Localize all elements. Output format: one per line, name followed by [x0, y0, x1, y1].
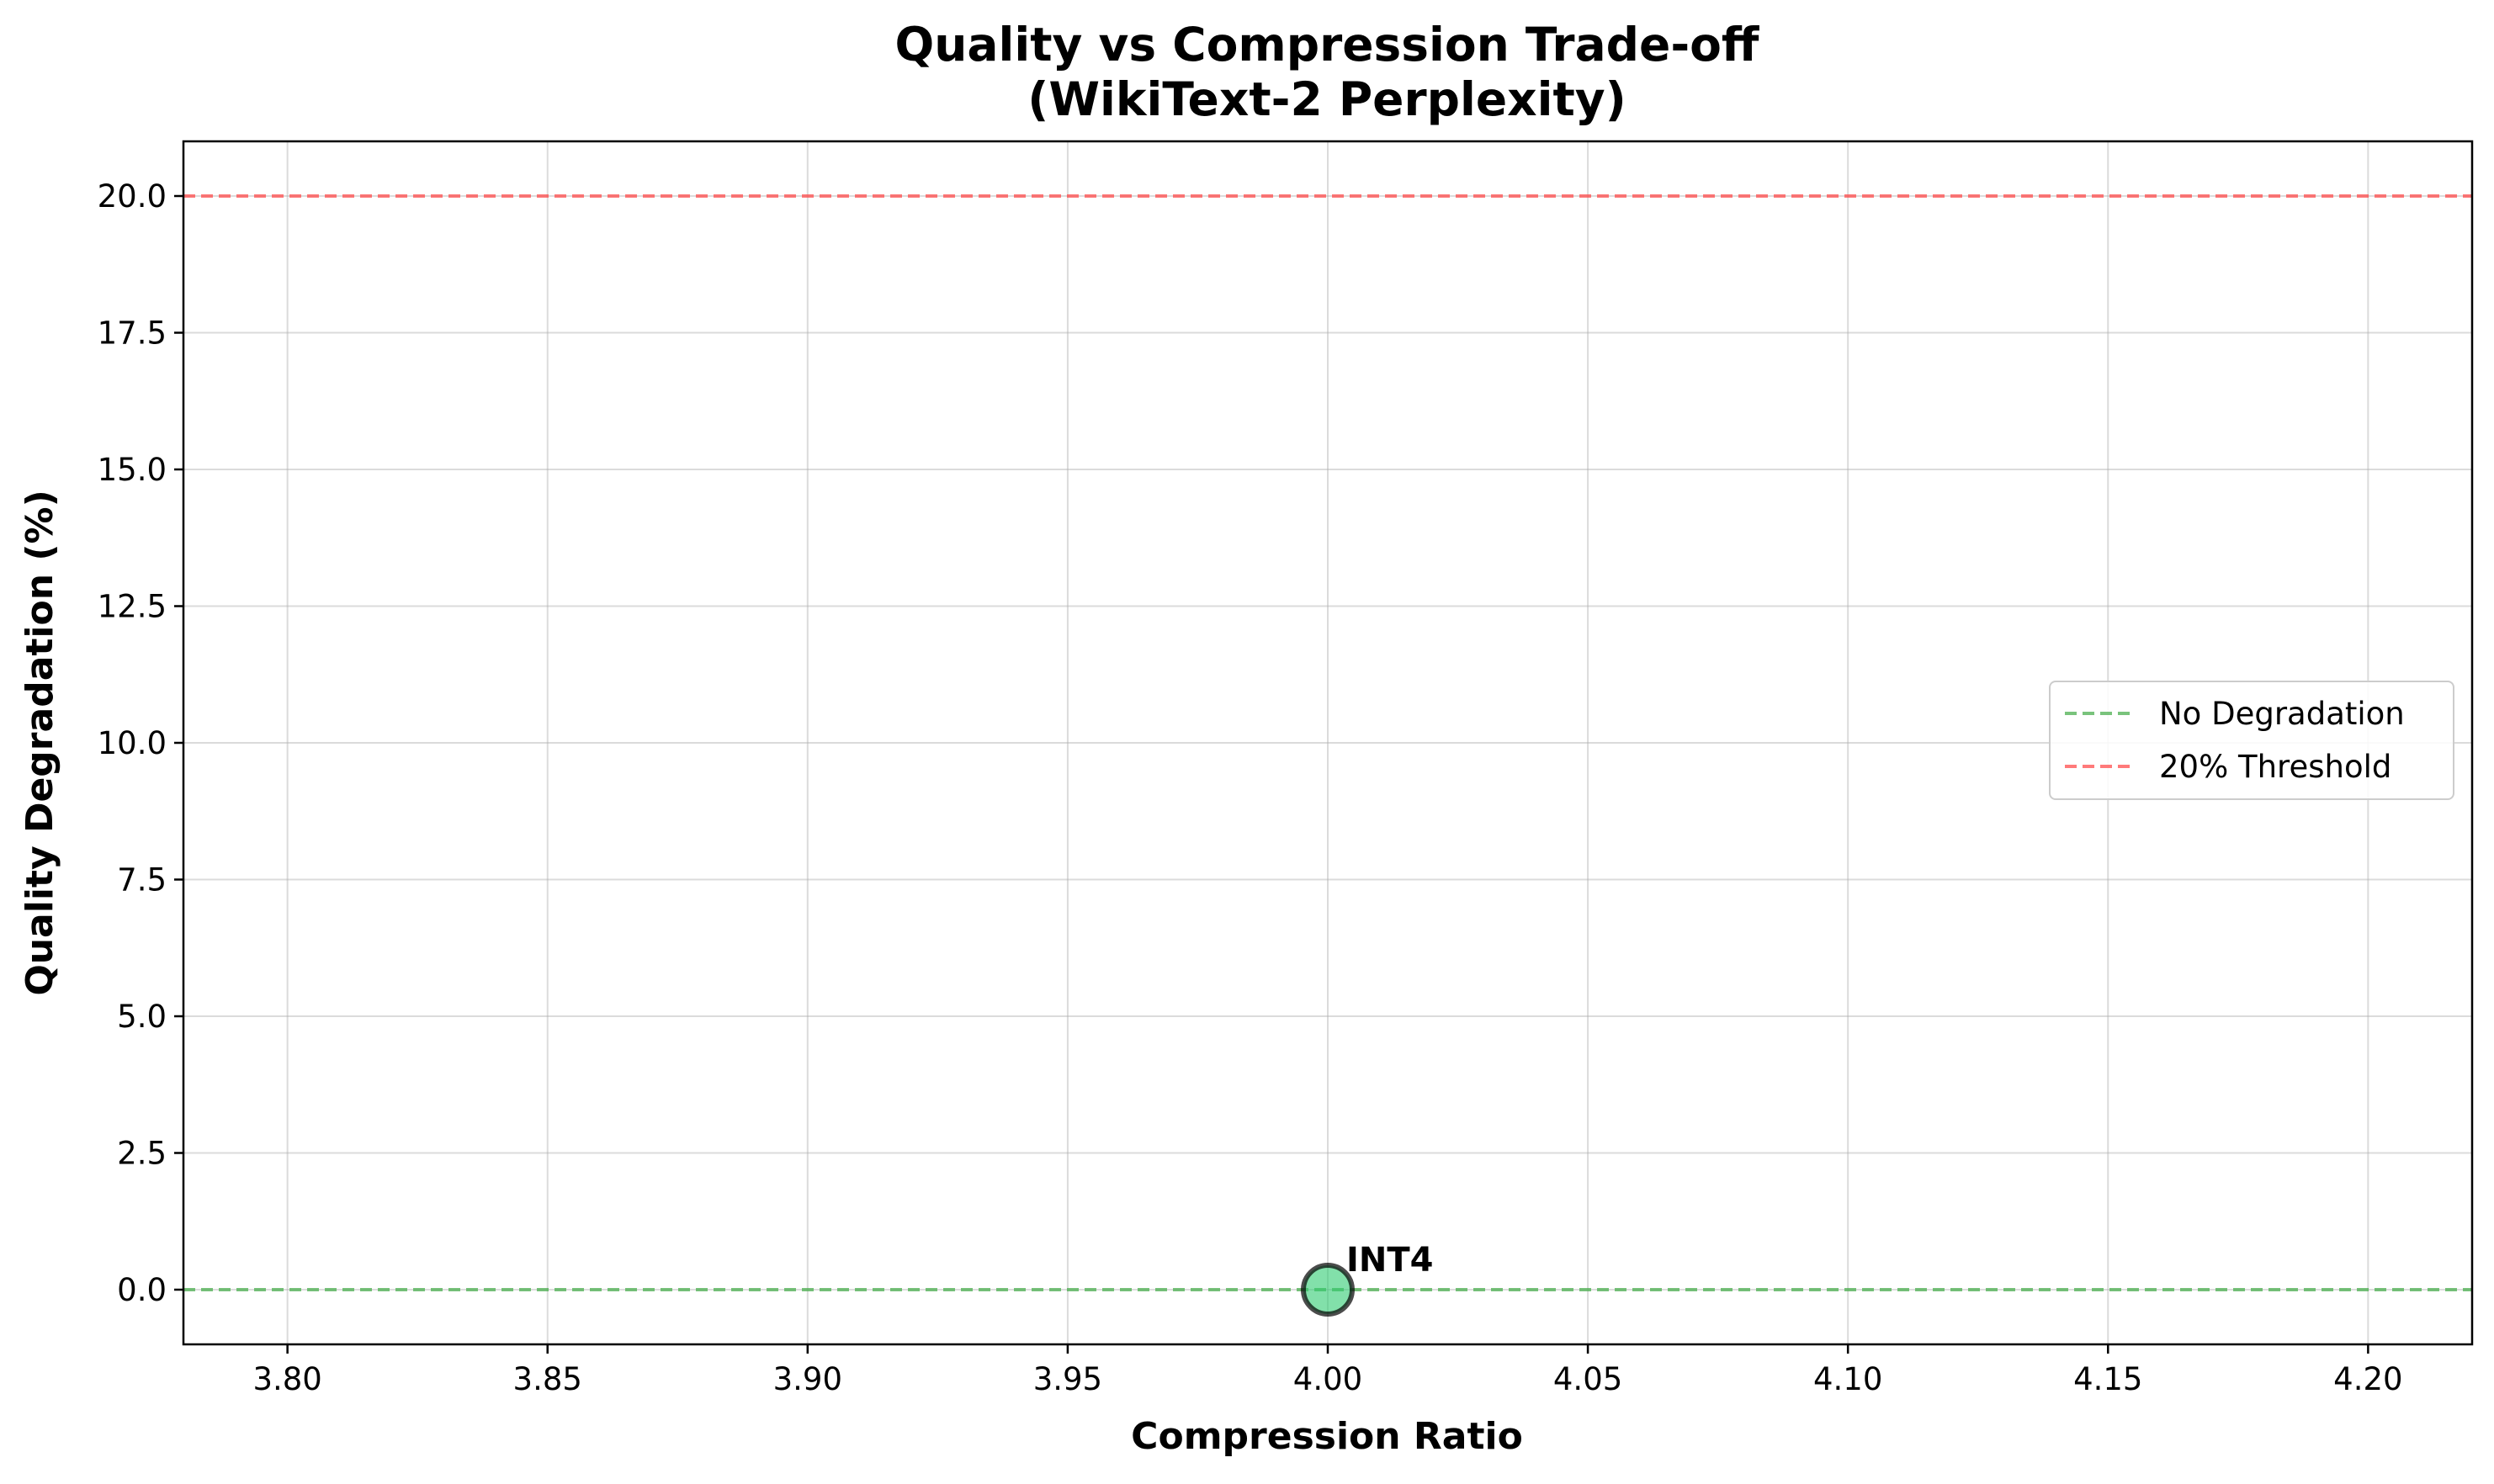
y-tick-label-0: 0.0 — [117, 1272, 167, 1308]
y-ticks: 0.0 2.5 5.0 7.5 10.0 12.5 15.0 17.5 20.0 — [98, 178, 183, 1308]
legend-label-no-degradation: No Degradation — [2159, 696, 2405, 732]
x-tick-label-5: 4.05 — [1553, 1361, 1622, 1397]
y-tick-label-7: 17.5 — [98, 315, 167, 352]
x-tick-label-3: 3.95 — [1033, 1361, 1102, 1397]
y-tick-label-6: 15.0 — [98, 452, 167, 488]
data-points — [1301, 1263, 1355, 1317]
x-tick-label-0: 3.80 — [252, 1361, 321, 1397]
x-tick-label-2: 3.90 — [773, 1361, 842, 1397]
point-int4 — [1301, 1263, 1355, 1317]
point-label-int4: INT4 — [1346, 1241, 1433, 1280]
y-tick-label-2: 5.0 — [117, 999, 167, 1035]
legend-label-20-threshold: 20% Threshold — [2159, 749, 2391, 785]
x-axis-label: Compression Ratio — [1131, 1415, 1523, 1458]
x-tick-label-4: 4.00 — [1293, 1361, 1362, 1397]
y-tick-label-4: 10.0 — [98, 725, 167, 761]
x-tick-label-8: 4.20 — [2333, 1361, 2402, 1397]
legend-box — [2049, 681, 2454, 800]
y-tick-label-3: 7.5 — [117, 862, 167, 898]
y-tick-label-5: 12.5 — [98, 589, 167, 625]
chart-title-line-1: Quality vs Compression Trade-off — [895, 18, 1760, 72]
x-tick-label-7: 4.15 — [2073, 1361, 2142, 1397]
reference-lines — [183, 194, 2472, 1291]
x-tick-label-1: 3.85 — [513, 1361, 582, 1397]
chart-title-line-2: (WikiText-2 Perplexity) — [1027, 72, 1626, 126]
x-ticks: 3.80 3.85 3.90 3.95 4.00 4.05 4.10 4.15 4.20 — [252, 1344, 2403, 1397]
y-tick-label-8: 20.0 — [98, 178, 167, 215]
y-axis-label: Quality Degradation (%) — [19, 490, 61, 995]
y-tick-label-1: 2.5 — [117, 1136, 167, 1172]
legend: No Degradation 20% Threshold — [2049, 681, 2454, 800]
x-tick-label-6: 4.10 — [1813, 1361, 1882, 1397]
point-annotations: INT4 — [1346, 1241, 1433, 1280]
